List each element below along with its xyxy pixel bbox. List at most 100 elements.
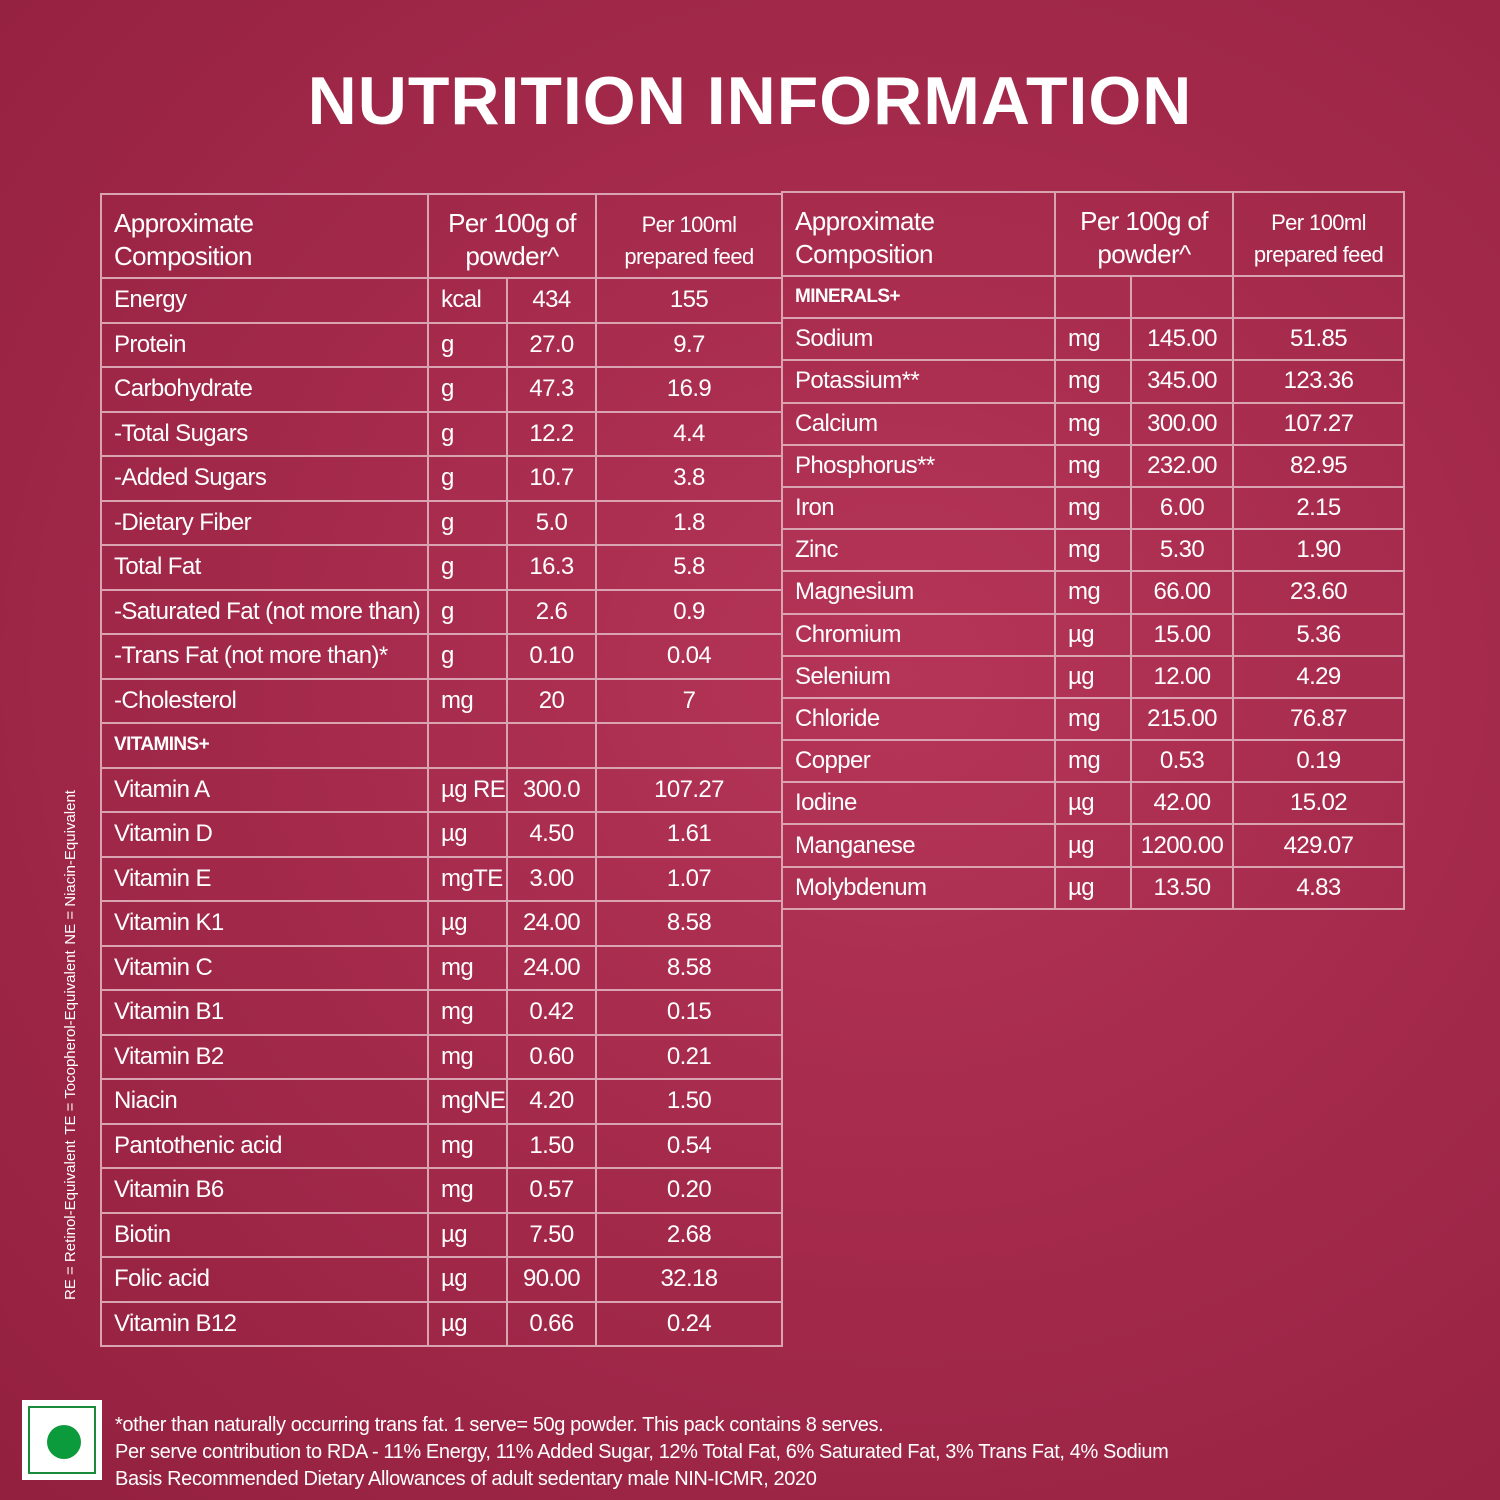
unit: g bbox=[427, 321, 508, 368]
side-notes: RE = Retinol-Equivalent TE = Tocopherol-E… bbox=[62, 790, 79, 1300]
table-row: Protein g 27.0 9.7 bbox=[100, 321, 783, 368]
per-100ml: 1.50 bbox=[595, 1078, 783, 1125]
nutrient-name: Protein bbox=[100, 321, 429, 368]
per-100ml: 0.20 bbox=[595, 1167, 783, 1214]
table-row: MINERALS+ bbox=[781, 274, 1405, 320]
per-100ml: 5.36 bbox=[1232, 612, 1405, 657]
per-100g: 24.00 bbox=[506, 900, 597, 947]
veg-mark bbox=[22, 1400, 102, 1480]
header-cell: Per 100g of powder^ bbox=[427, 193, 597, 279]
unit: mg bbox=[427, 1167, 508, 1214]
per-100g: 345.00 bbox=[1130, 359, 1234, 404]
per-100g: 66.00 bbox=[1130, 570, 1234, 615]
table-row: Chloride mg 215.00 76.87 bbox=[781, 696, 1405, 742]
unit: g bbox=[427, 366, 508, 413]
empty-cell bbox=[1232, 274, 1405, 320]
per-100ml: 429.07 bbox=[1232, 823, 1405, 868]
per-100ml: 0.54 bbox=[595, 1122, 783, 1169]
unit: µg bbox=[427, 811, 508, 858]
unit: mgNE bbox=[427, 1078, 508, 1125]
per-100g: 24.00 bbox=[506, 944, 597, 991]
per-100g: 1.50 bbox=[506, 1122, 597, 1169]
unit: µg bbox=[427, 900, 508, 947]
nutrient-name: -Cholesterol bbox=[100, 677, 429, 724]
unit: mg bbox=[1054, 570, 1132, 615]
table-row: Biotin µg 7.50 2.68 bbox=[100, 1211, 783, 1258]
per-100ml: 76.87 bbox=[1232, 696, 1405, 742]
per-100g: 0.53 bbox=[1130, 739, 1234, 784]
nutrient-name: Carbohydrate bbox=[100, 366, 429, 413]
per-100g: 3.00 bbox=[506, 855, 597, 902]
per-100ml: 23.60 bbox=[1232, 570, 1405, 615]
side-note: RE = Retinol-Equivalent bbox=[62, 1140, 79, 1300]
per-100g: 10.7 bbox=[506, 455, 597, 502]
per-100ml: 0.24 bbox=[595, 1300, 783, 1347]
header-row: Approximate Composition Per 100g of powde… bbox=[781, 191, 1405, 277]
per-100ml: 0.21 bbox=[595, 1033, 783, 1080]
unit: µg RE bbox=[427, 766, 508, 813]
per-100ml: 0.04 bbox=[595, 633, 783, 680]
unit: mgTE bbox=[427, 855, 508, 902]
footer-line: Basis Recommended Dietary Allowances of … bbox=[115, 1468, 817, 1490]
per-100ml: 0.9 bbox=[595, 588, 783, 635]
table-row: Iodine µg 42.00 15.02 bbox=[781, 781, 1405, 826]
nutrient-name: Sodium bbox=[781, 317, 1056, 362]
per-100g: 300.0 bbox=[506, 766, 597, 813]
per-100g: 20 bbox=[506, 677, 597, 724]
unit: g bbox=[427, 588, 508, 635]
unit: g bbox=[427, 410, 508, 457]
per-100g: 1200.00 bbox=[1130, 823, 1234, 868]
nutrient-name: Folic acid bbox=[100, 1256, 429, 1303]
per-100ml: 1.90 bbox=[1232, 528, 1405, 573]
table-row: Vitamin K1 µg 24.00 8.58 bbox=[100, 900, 783, 947]
unit: mg bbox=[427, 944, 508, 991]
empty-cell bbox=[595, 722, 783, 769]
per-100g: 2.6 bbox=[506, 588, 597, 635]
title: NUTRITION INFORMATION bbox=[307, 63, 1193, 139]
per-100ml: 32.18 bbox=[595, 1256, 783, 1303]
table-row: Sodium mg 145.00 51.85 bbox=[781, 317, 1405, 362]
table-row: Selenium µg 12.00 4.29 bbox=[781, 654, 1405, 699]
per-100ml: 16.9 bbox=[595, 366, 783, 413]
unit: µg bbox=[427, 1256, 508, 1303]
header-cell: Per 100ml prepared feed bbox=[1232, 191, 1405, 277]
per-100ml: 2.68 bbox=[595, 1211, 783, 1258]
unit: µg bbox=[1054, 781, 1132, 826]
per-100ml: 8.58 bbox=[595, 900, 783, 947]
table-row: Vitamin B6 mg 0.57 0.20 bbox=[100, 1167, 783, 1214]
per-100ml: 1.07 bbox=[595, 855, 783, 902]
nutrient-name: Copper bbox=[781, 739, 1056, 784]
nutrient-name: Pantothenic acid bbox=[100, 1122, 429, 1169]
per-100g: 27.0 bbox=[506, 321, 597, 368]
right-table: Approximate Composition Per 100g of powde… bbox=[781, 191, 1405, 910]
nutrient-name: Phosphorus** bbox=[781, 443, 1056, 488]
nutrient-name: Chloride bbox=[781, 696, 1056, 742]
empty-cell bbox=[1054, 274, 1132, 320]
unit: g bbox=[427, 499, 508, 546]
unit: mg bbox=[427, 989, 508, 1036]
nutrient-name: Chromium bbox=[781, 612, 1056, 657]
table-row: -Cholesterol mg 20 7 bbox=[100, 677, 783, 724]
per-100ml: 107.27 bbox=[1232, 401, 1405, 446]
table-row: -Dietary Fiber g 5.0 1.8 bbox=[100, 499, 783, 546]
header-cell: Approximate Composition bbox=[100, 193, 429, 279]
per-100g: 13.50 bbox=[1130, 865, 1234, 910]
table-row: Energy kcal 434 155 bbox=[100, 277, 783, 324]
per-100ml: 4.4 bbox=[595, 410, 783, 457]
table-row: Phosphorus** mg 232.00 82.95 bbox=[781, 443, 1405, 488]
unit: mg bbox=[1054, 528, 1132, 573]
nutrient-name: Vitamin B12 bbox=[100, 1300, 429, 1347]
per-100ml: 107.27 bbox=[595, 766, 783, 813]
per-100g: 0.42 bbox=[506, 989, 597, 1036]
table-row: Chromium µg 15.00 5.36 bbox=[781, 612, 1405, 657]
empty-cell bbox=[506, 722, 597, 769]
nutrient-name: Vitamin K1 bbox=[100, 900, 429, 947]
nutrient-name: Potassium** bbox=[781, 359, 1056, 404]
nutrient-name: Total Fat bbox=[100, 544, 429, 591]
per-100g: 12.00 bbox=[1130, 654, 1234, 699]
per-100g: 232.00 bbox=[1130, 443, 1234, 488]
per-100ml: 0.19 bbox=[1232, 739, 1405, 784]
